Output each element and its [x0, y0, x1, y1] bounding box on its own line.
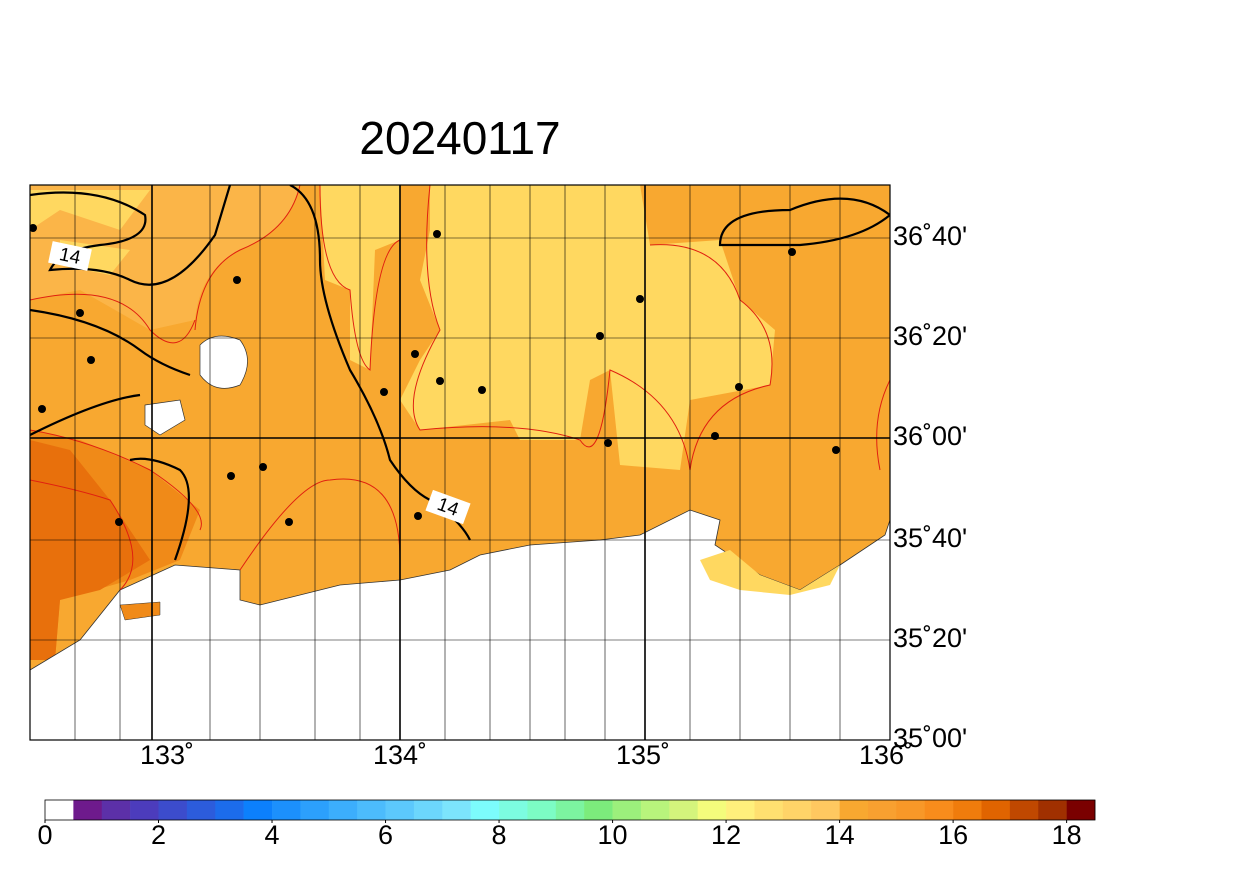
- colorbar-label: 0: [37, 820, 52, 850]
- colorbar-label: 8: [492, 820, 507, 850]
- cool-field: [400, 185, 775, 470]
- contour-label: 14: [48, 241, 92, 271]
- colorbar-box: [385, 800, 415, 820]
- lon-label: 135˚: [616, 740, 670, 770]
- colorbar-box: [442, 800, 471, 820]
- colorbar-box: [924, 800, 954, 820]
- contour-label-text: 14: [57, 244, 82, 269]
- island: [199, 335, 248, 389]
- colorbar-label: 4: [265, 820, 280, 850]
- colorbar-box: [782, 800, 812, 820]
- colorbar-box: [669, 800, 699, 820]
- colorbar-label: 14: [825, 820, 855, 850]
- colorbar-box: [186, 800, 216, 820]
- lat-label: 35˚00': [893, 723, 967, 753]
- colorbar-box: [1038, 800, 1067, 820]
- colorbar-box: [328, 800, 358, 820]
- colorbar-box: [640, 800, 670, 820]
- colorbar-box: [612, 800, 642, 820]
- colorbar-box: [470, 800, 500, 820]
- colorbar-box: [357, 800, 386, 820]
- colorbar-label: 18: [1052, 820, 1082, 850]
- colorbar-box: [584, 800, 613, 820]
- colorbar-label: 2: [151, 820, 166, 850]
- warm-field: [30, 440, 150, 660]
- colorbar-box: [867, 800, 897, 820]
- colorbar-box: [101, 800, 131, 820]
- colorbar-label: 16: [938, 820, 968, 850]
- lon-label: 136˚: [859, 740, 913, 770]
- title: 20240117: [359, 112, 560, 164]
- colorbar-box: [697, 800, 727, 820]
- island: [119, 601, 161, 621]
- colorbar-box: [499, 800, 528, 820]
- colorbar-box: [272, 800, 301, 820]
- cool-field: [700, 550, 840, 595]
- contour-lines: [30, 185, 890, 591]
- colorbar-box: [981, 800, 1011, 820]
- lat-label: 36˚00': [893, 421, 967, 451]
- colorbar-box: [215, 800, 244, 820]
- colorbar-label: 6: [378, 820, 393, 850]
- lat-label: 35˚20': [893, 623, 967, 653]
- colorbar-box: [243, 800, 273, 820]
- colorbar-box: [811, 800, 840, 820]
- lon-label: 134˚: [373, 740, 427, 770]
- colorbar-box: [953, 800, 982, 820]
- colorbar-box: [839, 800, 869, 820]
- colorbar-label: 10: [598, 820, 628, 850]
- colorbar-box: [45, 800, 74, 820]
- colorbar-box: [413, 800, 443, 820]
- lat-label: 36˚20': [893, 321, 967, 351]
- colorbar-box: [1009, 800, 1039, 820]
- graticule: [30, 185, 890, 740]
- lat-label: 36˚40': [893, 221, 967, 251]
- colorbar-box: [754, 800, 784, 820]
- colorbar-frame: [44, 799, 1096, 821]
- stations: [30, 224, 840, 526]
- colorbar-box: [158, 800, 188, 820]
- map-frame: [29, 184, 891, 741]
- sst-field: 14 14: [30, 185, 890, 740]
- lat-label: 35˚40': [893, 523, 967, 553]
- colorbar-box: [130, 800, 159, 820]
- lon-label: 133˚: [140, 740, 194, 770]
- colorbar-box: [726, 800, 755, 820]
- colorbar-box: [555, 800, 585, 820]
- island: [144, 399, 186, 436]
- colorbar-box: [73, 800, 103, 820]
- colorbar-box: [896, 800, 926, 820]
- colorbar-box: [527, 800, 557, 820]
- colorbar-label: 12: [711, 820, 741, 850]
- colorbar-box: [1066, 800, 1096, 820]
- colorbar-box: [300, 800, 330, 820]
